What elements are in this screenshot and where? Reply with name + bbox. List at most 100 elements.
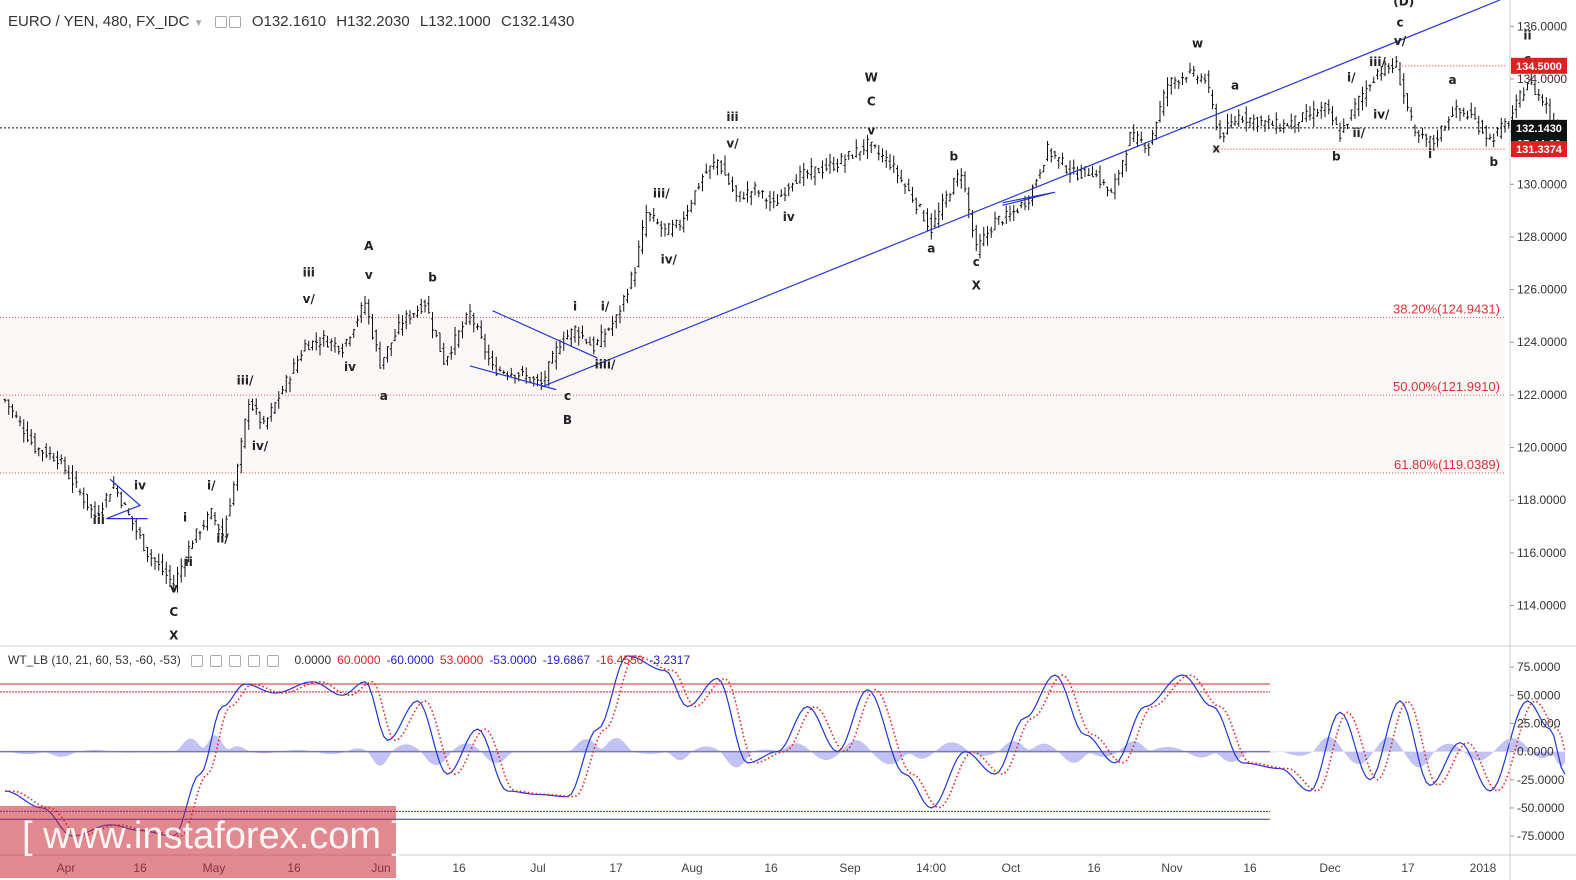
wave-label: ii bbox=[1523, 28, 1531, 42]
time-tick-label: Jul bbox=[530, 861, 545, 875]
trend-line bbox=[541, 0, 1501, 388]
time-tick-label: 16 bbox=[764, 861, 778, 875]
wave-label: C bbox=[867, 94, 876, 108]
gear-icon[interactable] bbox=[210, 654, 223, 667]
time-tick-label: 17 bbox=[1401, 861, 1415, 875]
triangle-line bbox=[1002, 191, 1056, 206]
indicator-value: -16.4550 bbox=[596, 653, 644, 667]
wave-label: b bbox=[949, 150, 958, 164]
wave-label: a bbox=[380, 389, 388, 403]
close-icon[interactable] bbox=[229, 654, 242, 667]
wave-label: iv bbox=[134, 479, 146, 493]
fib-level-label: 50.00%(121.9910) bbox=[1393, 379, 1500, 394]
indicator-tools[interactable] bbox=[190, 653, 288, 667]
price-tick-label: 118.0000 bbox=[1517, 493, 1566, 507]
ohlc-close: C132.1430 bbox=[500, 13, 575, 30]
wave-label: iv/ bbox=[661, 252, 678, 266]
indicator-tick-label: -50.0000 bbox=[1517, 801, 1565, 815]
price-label-box bbox=[1511, 57, 1567, 74]
indicator-value: 60.0000 bbox=[337, 653, 381, 667]
triangle-line bbox=[492, 310, 598, 359]
wave-label: i bbox=[183, 510, 187, 524]
wave-label: v/ bbox=[726, 136, 739, 150]
indicator-header: WT_LB (10, 21, 60, 53, -60, -53) 0.0000 6… bbox=[8, 653, 702, 667]
wave-label: iv bbox=[783, 210, 795, 224]
price-label-text: 134.5000 bbox=[1516, 61, 1562, 73]
eye-icon[interactable] bbox=[214, 16, 227, 29]
price-tick-label: 136.0000 bbox=[1517, 19, 1567, 33]
wave-label: X bbox=[169, 629, 179, 643]
wave-label: v/ bbox=[1394, 34, 1407, 48]
price-tick-label: 126.0000 bbox=[1517, 283, 1567, 297]
indicator-tick-label: -25.0000 bbox=[1517, 773, 1565, 787]
symbol-dropdown-icon[interactable]: ▼ bbox=[193, 18, 204, 29]
wave-label: iii bbox=[726, 110, 738, 124]
time-tick-label: 14:00 bbox=[916, 861, 946, 875]
time-tick-label: 16 bbox=[452, 861, 466, 875]
wave-label: iii bbox=[93, 513, 105, 527]
wave-label: w bbox=[1192, 36, 1203, 50]
indicator-title[interactable]: WT_LB (10, 21, 60, 53, -60, -53) bbox=[8, 653, 181, 667]
wave-label: b bbox=[428, 271, 437, 285]
wave-label: i bbox=[1428, 147, 1432, 161]
time-tick-label: Sep bbox=[839, 861, 861, 875]
price-tick-label: 116.0000 bbox=[1517, 546, 1566, 560]
wave-label: a bbox=[927, 242, 935, 256]
price-label-box bbox=[1511, 119, 1567, 136]
wave-label: i bbox=[573, 300, 577, 314]
price-tick-label: 120.0000 bbox=[1517, 441, 1567, 455]
gear-icon[interactable] bbox=[228, 16, 241, 29]
indicator-value: -3.2317 bbox=[649, 653, 691, 667]
wave-label: v bbox=[170, 581, 178, 595]
indicator-tick-label: 75.0000 bbox=[1517, 660, 1561, 674]
price-tick-label: 122.0000 bbox=[1517, 388, 1567, 402]
wave-label: a bbox=[1231, 79, 1239, 93]
wave-label: iii/ bbox=[653, 186, 670, 200]
wave-label: W bbox=[865, 71, 878, 85]
wave-label: C bbox=[169, 605, 178, 619]
wave-label: ii/ bbox=[216, 531, 229, 545]
time-tick-label: 17 bbox=[609, 861, 623, 875]
time-tick-label: 16 bbox=[1087, 861, 1101, 875]
wave-label: ii/ bbox=[1352, 126, 1365, 140]
wave-label: a bbox=[1448, 73, 1456, 87]
price-pane[interactable]: 38.20%(124.9431) 50.00%(121.9910) 61.80%(1… bbox=[0, 0, 1576, 643]
time-tick-label: 16 bbox=[1243, 861, 1257, 875]
fib-level-label: 38.20%(124.9431) bbox=[1393, 301, 1500, 316]
indicator-axis[interactable]: 75.0000 50.0000 25.0000 0.0000 -25.0000 -50.0… bbox=[1510, 660, 1565, 843]
chart-header: EURO / YEN, 480, FX_IDC ▼ O132.1610 H132… bbox=[8, 13, 574, 30]
triangle-line bbox=[106, 478, 148, 520]
wave-label: A bbox=[364, 239, 374, 253]
symbol-title[interactable]: EURO / YEN, 480, FX_IDC bbox=[8, 13, 190, 30]
price-tick-label: 134.0000 bbox=[1517, 72, 1567, 86]
wave-label: c bbox=[1396, 15, 1403, 29]
price-tick-label: 114.0000 bbox=[1517, 599, 1566, 613]
wave-label: c bbox=[973, 255, 980, 269]
price-tick-label: 128.0000 bbox=[1517, 230, 1567, 244]
price-label-text: 131.3374 bbox=[1516, 144, 1563, 156]
header-tools[interactable] bbox=[214, 13, 246, 30]
indicator-value: -19.6867 bbox=[542, 653, 591, 667]
eye-icon[interactable] bbox=[191, 654, 204, 667]
indicator-tick-label: 0.0000 bbox=[1517, 745, 1554, 759]
indicator-tick-label: -75.0000 bbox=[1517, 829, 1565, 843]
wave-label: iv bbox=[344, 360, 356, 374]
wave-label: iv/ bbox=[252, 439, 269, 453]
more-icon[interactable] bbox=[267, 654, 280, 667]
time-tick-label: Nov bbox=[1161, 861, 1182, 875]
watermark-text: [ www.instaforex.com ] bbox=[22, 815, 403, 857]
plus-icon[interactable] bbox=[248, 654, 261, 667]
indicator-histogram bbox=[5, 735, 1565, 768]
price-label-box bbox=[1511, 141, 1567, 158]
wave-label: i/ bbox=[1347, 71, 1356, 85]
price-axis[interactable]: 136.0000134.0000132.0000130.0000128.0000… bbox=[1510, 19, 1567, 613]
wave-label: iv/ bbox=[1373, 107, 1390, 121]
ohlc-low: L132.1000 bbox=[419, 13, 491, 30]
time-tick-label: 2018 bbox=[1470, 861, 1497, 875]
indicator-tick-label: 25.0000 bbox=[1517, 716, 1561, 730]
watermark-box bbox=[0, 806, 396, 878]
indicator-value: -53.0000 bbox=[489, 653, 537, 667]
wave-label: c bbox=[564, 389, 571, 403]
wave-label: iiii/ bbox=[595, 358, 616, 372]
